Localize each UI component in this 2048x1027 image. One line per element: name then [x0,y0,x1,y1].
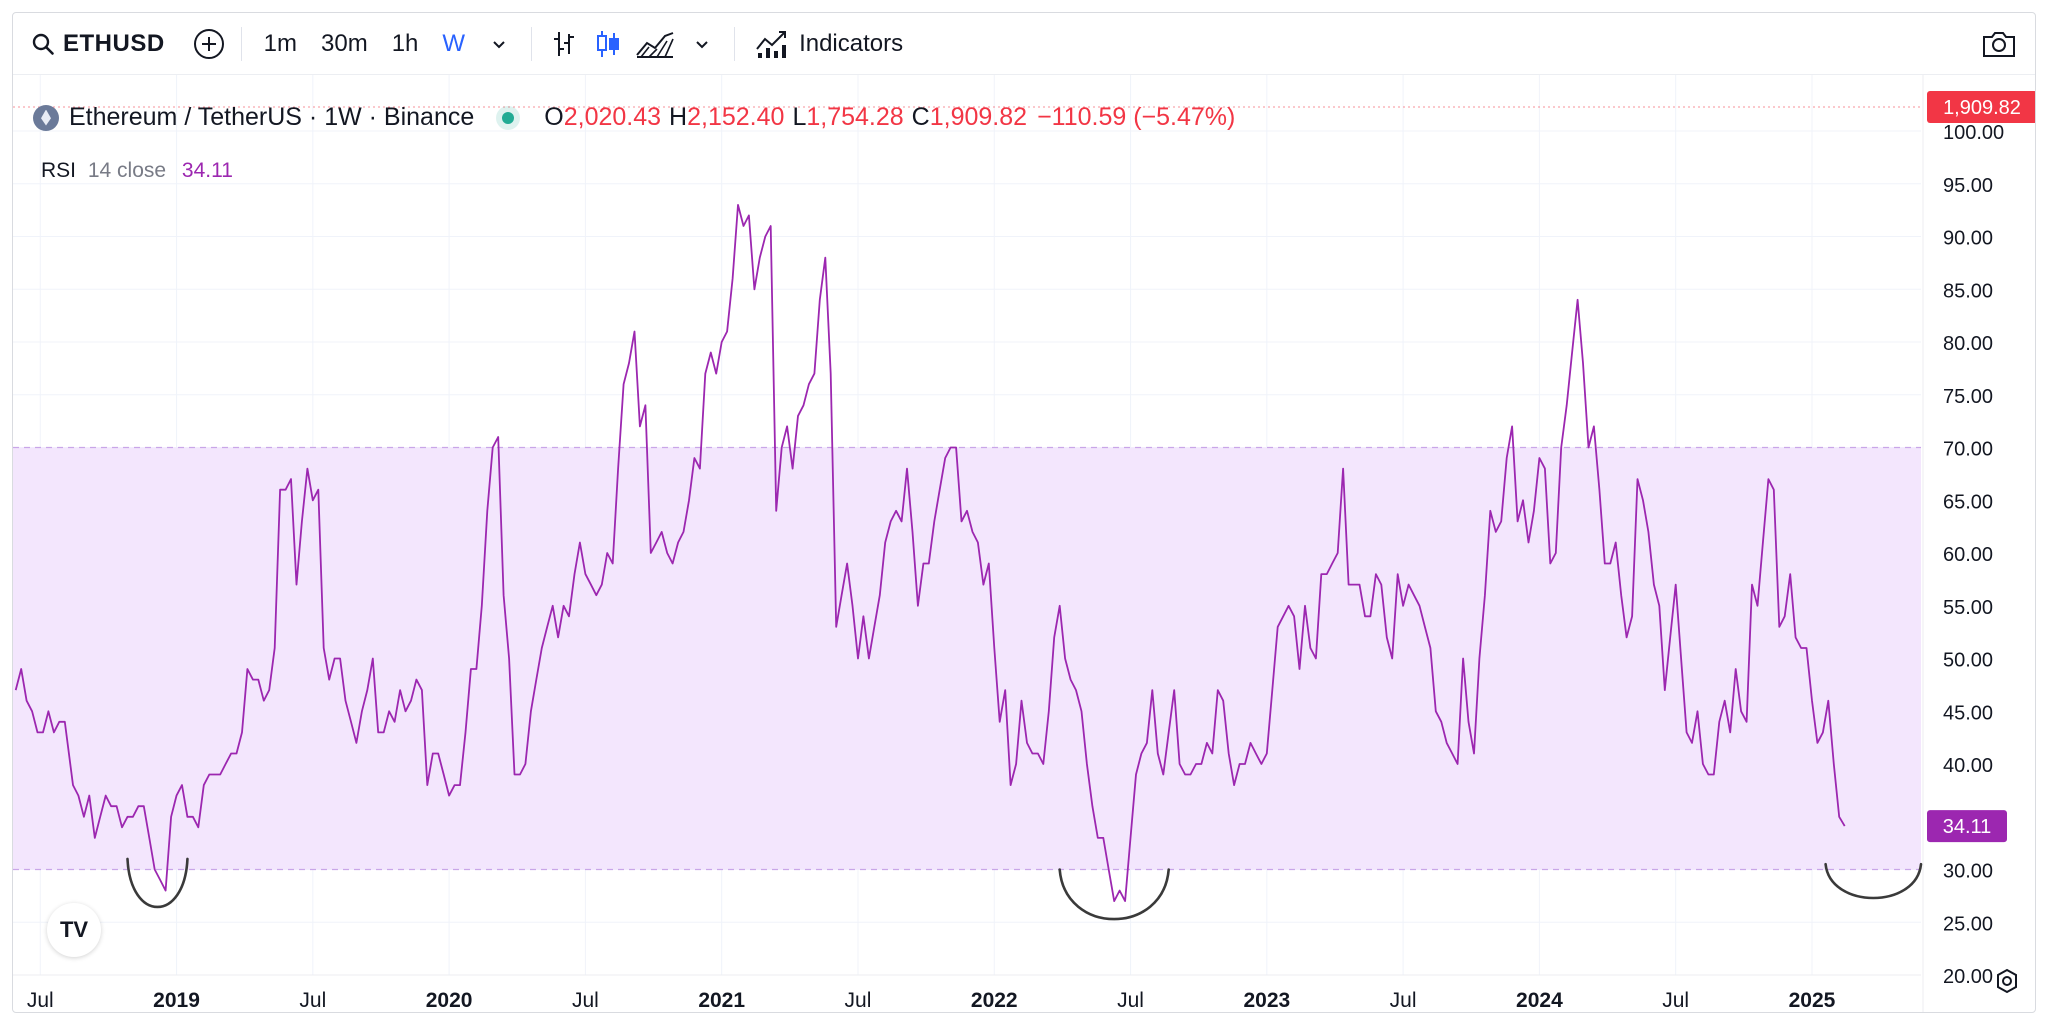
y-tick-label: 95.00 [1943,175,1993,197]
separator [531,26,533,61]
y-tick-label: 55.00 [1943,597,1993,619]
interval-1h[interactable]: 1h [391,29,419,57]
rsi-chart[interactable]: 100.00 95.00 90.00 85.00 80.00 75.00 70.00 65.0… [13,13,2036,1013]
y-tick-label: 25.00 [1943,913,1993,935]
x-tick-label: Jul [1117,989,1144,1012]
plus-circle-icon [193,28,224,59]
interval-w[interactable]: W [442,29,466,57]
chevron-down-icon [696,40,708,48]
y-axis: 100.00 95.00 90.00 85.00 80.00 75.00 70.00 65.0… [1922,75,2004,1012]
rsi-legend[interactable]: RSI 14 close 34.11 [41,159,233,183]
x-tick-label: Jul [27,989,54,1012]
annotation-arc-2 [1058,868,1170,921]
y-tick-label: 80.00 [1943,333,1993,355]
y-tick-label: 30.00 [1943,861,1993,883]
y-tick-label: 90.00 [1943,228,1993,250]
separator [240,26,242,61]
separator [734,26,736,61]
chart-type-dropdown[interactable] [680,22,724,66]
x-tick-label: Jul [1390,989,1417,1012]
y-tick-label: 45.00 [1943,702,1993,724]
rsi-value-badge-bg [1927,810,2007,843]
price-legend: Ethereum / TetherUS · 1W · Binance O 2,0… [33,103,1235,132]
last-price-badge-bg [1927,91,2035,123]
y-tick-label: 75.00 [1943,386,1993,408]
y-tick-label: 70.00 [1943,439,1993,461]
search-icon [32,33,54,55]
last-price-badge-text: 1,909.82 [1943,97,2021,119]
x-tick-label: 2021 [698,989,745,1012]
y-tick-label: 20.00 [1943,966,1993,988]
x-tick-label: 2022 [971,989,1018,1012]
rsi-line [14,203,1846,902]
candles-icon [597,30,620,57]
rsi-value-badge: 34.11 [1927,810,2007,843]
symbol-search[interactable]: ETHUSD [13,13,187,74]
indicators-label: Indicators [799,29,904,57]
y-tick-label: 60.00 [1943,544,1993,566]
rsi-value: 34.11 [181,159,233,182]
interval-1m[interactable]: 1m [263,29,298,57]
last-price-badge: 1,909.82 [1927,91,2035,123]
x-tick-label: Jul [1662,989,1689,1012]
indicators-button[interactable]: Indicators [745,13,913,74]
interval-30m[interactable]: 30m [321,29,368,57]
snapshot-button[interactable] [1977,22,2021,66]
open-value: 2,020.43 [563,103,662,131]
y-tick-label: 65.00 [1943,491,1993,513]
chart-settings-button[interactable] [1993,967,2021,1000]
chevron-down-icon [493,40,505,48]
y-tick-label: 50.00 [1943,650,1993,672]
x-tick-label: Jul [572,989,599,1012]
close-value: 1,909.82 [929,103,1028,131]
tradingview-logo[interactable]: TV [47,903,101,957]
low-key: L [792,103,807,131]
interval-dropdown[interactable] [477,22,521,66]
grid [13,75,1921,976]
area-style-button[interactable] [630,22,680,66]
symbol-description[interactable]: Ethereum / TetherUS · 1W · Binance [69,103,475,131]
x-axis: Jul 2019 Jul 2020 Jul 2021 Jul 2022 Jul 2023 Jul 20… [13,974,1921,1012]
camera-icon [1983,32,2015,57]
y-tick-label: 40.00 [1943,755,1993,777]
market-status-dot [502,111,515,124]
top-toolbar: ETHUSD 1m 30m 1h W [13,13,2035,75]
area-chart-icon [636,31,674,58]
rsi-title: RSI [41,159,77,182]
x-tick-label: 2019 [153,989,200,1012]
x-tick-label: Jul [299,989,326,1012]
compare-button[interactable] [187,22,231,66]
annotation-arc-3 [1824,862,1923,900]
rsi-value-badge-text: 34.11 [1943,816,1992,838]
bars-icon [554,31,575,56]
high-key: H [669,103,688,131]
ethereum-logo-icon [33,104,59,131]
gear-icon [1997,968,2017,994]
close-key: C [911,103,930,131]
open-key: O [544,103,564,131]
rsi-params: 14 close [87,159,167,182]
low-value: 1,754.28 [806,103,904,131]
annotation-arc-1 [126,857,189,909]
x-tick-label: 2025 [1789,989,1836,1012]
x-tick-label: 2023 [1243,989,1290,1012]
rsi-band [13,447,1921,870]
indicators-icon [756,30,787,58]
chart-widget: 100.00 95.00 90.00 85.00 80.00 75.00 70.00 65.0… [12,12,2036,1013]
high-value: 2,152.40 [687,103,785,131]
price-change: −110.59 (−5.47%) [1037,103,1236,131]
x-tick-label: 2020 [426,989,473,1012]
y-tick-label: 100.00 [1943,122,2004,144]
symbol-name: ETHUSD [63,29,165,57]
x-tick-label: 2024 [1516,989,1563,1012]
y-tick-label: 85.00 [1943,280,1993,302]
bar-style-button[interactable] [542,22,586,66]
candles-style-button[interactable] [586,22,630,66]
x-tick-label: Jul [845,989,872,1012]
